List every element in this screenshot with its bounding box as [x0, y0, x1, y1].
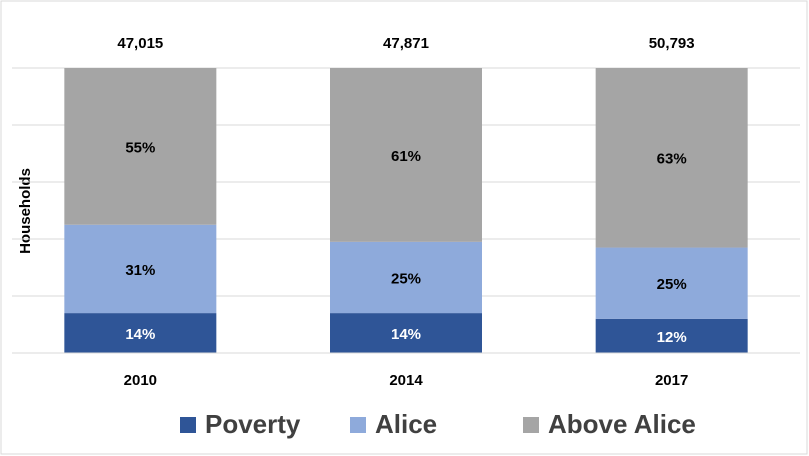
- bar-segment: [64, 224, 217, 314]
- total-label: 50,793: [649, 35, 695, 52]
- legend-label: Alice: [375, 409, 437, 439]
- data-label: 14%: [391, 326, 421, 343]
- total-label: 47,871: [383, 35, 429, 52]
- y-axis-label: Households: [17, 168, 34, 254]
- bar-segment: [330, 241, 482, 314]
- data-label: 12%: [657, 329, 687, 346]
- x-tick-label: 2010: [124, 372, 157, 389]
- legend-label: Poverty: [205, 409, 301, 439]
- bar-segment: [64, 313, 217, 353]
- data-label: 63%: [657, 151, 687, 168]
- bar-segment: [595, 68, 748, 248]
- bar-segment: [330, 313, 482, 353]
- data-label: 25%: [391, 270, 421, 287]
- bar-segment: [595, 318, 748, 353]
- data-label: 61%: [391, 148, 421, 165]
- x-tick-label: 2017: [655, 372, 688, 389]
- x-tick-label: 2014: [389, 372, 423, 389]
- data-label: 25%: [657, 276, 687, 293]
- bar-segment: [595, 247, 748, 319]
- total-label: 47,015: [117, 35, 163, 52]
- legend-swatch: [523, 417, 539, 433]
- legend-swatch: [350, 417, 366, 433]
- legend-swatch: [180, 417, 196, 433]
- legend-label: Above Alice: [548, 409, 696, 439]
- bar-segment: [330, 68, 482, 242]
- data-label: 55%: [125, 139, 155, 156]
- data-label: 14%: [125, 326, 155, 343]
- bar-segment: [64, 68, 217, 225]
- data-label: 31%: [125, 262, 155, 279]
